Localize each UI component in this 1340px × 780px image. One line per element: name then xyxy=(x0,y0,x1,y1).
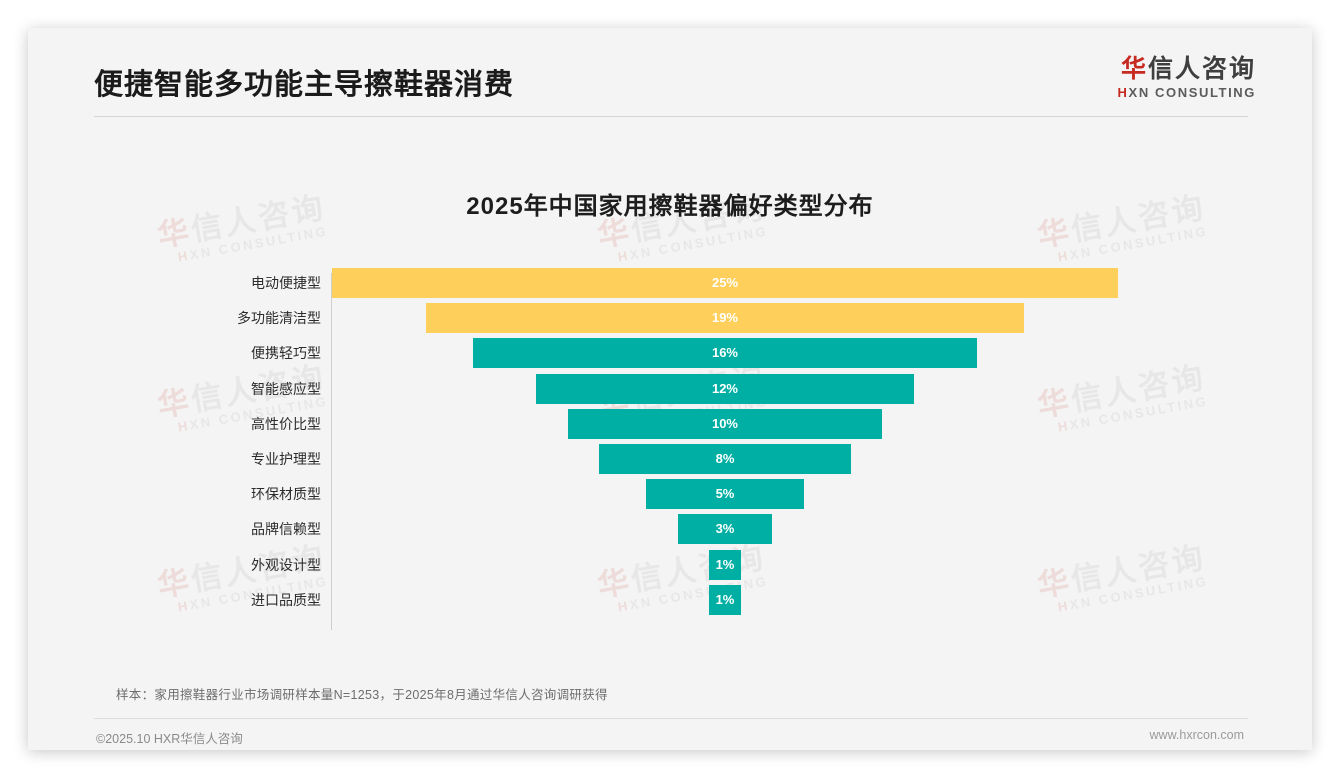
bar[interactable] xyxy=(677,514,773,545)
bar[interactable] xyxy=(709,584,741,615)
bar-row: 专业护理型 8% xyxy=(193,444,1193,474)
logo-en-rest: XN CONSULTING xyxy=(1128,85,1256,101)
bar-value-label: 1% xyxy=(715,556,735,572)
watermark-en-red: H xyxy=(1056,247,1072,265)
bar-value-label: 12% xyxy=(711,380,738,396)
footer-divider xyxy=(94,718,1248,719)
watermark-cn-red: 华 xyxy=(154,563,195,604)
slide-header: 便捷智能多功能主导擦鞋器消费 华信人咨询 HXN CONSULTING xyxy=(28,28,1312,103)
bar-category-label: 品牌信赖型 xyxy=(251,521,321,538)
bar-category-label: 电动便捷型 xyxy=(251,275,321,291)
bar-row: 智能感应型 12% xyxy=(193,373,1193,404)
website-url: www.hxrcon.com xyxy=(1149,728,1244,742)
page-title: 便捷智能多功能主导擦鞋器消费 xyxy=(94,69,515,101)
bar-row: 电动便捷型 25% xyxy=(193,268,1193,298)
source-note: 样本：家用擦鞋器行业市场调研样本量N=1253，于2025年8月通过华信人咨询调… xyxy=(116,688,608,702)
logo-cn-red: 华 xyxy=(1120,55,1148,83)
bar-row: 进口品质型 1% xyxy=(193,584,1193,615)
brand-logo: 华信人咨询 HXN CONSULTING xyxy=(1118,56,1256,100)
bar[interactable] xyxy=(426,303,1024,334)
watermark-en-rest: XN CONSULTING xyxy=(188,223,330,263)
watermark-en-rest: XN CONSULTING xyxy=(1068,223,1210,263)
bar[interactable] xyxy=(567,408,883,439)
bar[interactable] xyxy=(332,268,1118,298)
category-axis-line xyxy=(331,273,332,630)
bar-category-label: 便携轻巧型 xyxy=(251,345,321,362)
slide-canvas: 华信人咨询 HXN CONSULTING 华信人咨询 HXN CONSULTIN… xyxy=(28,28,1312,750)
bar-value-label: 8% xyxy=(715,451,735,466)
bar[interactable] xyxy=(473,338,977,369)
watermark-en-red: H xyxy=(616,247,632,265)
bar-category-label: 进口品质型 xyxy=(251,591,321,608)
bar-category-label: 环保材质型 xyxy=(251,486,321,503)
bar-row: 环保材质型 5% xyxy=(193,479,1193,510)
bar-value-label: 25% xyxy=(711,275,739,290)
bar-category-label: 多功能清洁型 xyxy=(237,310,321,327)
bar-value-label: 5% xyxy=(715,486,735,502)
bar-category-label: 高性价比型 xyxy=(251,415,321,432)
header-divider xyxy=(94,116,1248,117)
bar-row: 品牌信赖型 3% xyxy=(193,514,1193,545)
bar-row: 便携轻巧型 16% xyxy=(193,338,1193,369)
watermark-en-red: H xyxy=(176,247,192,265)
bar-category-label: 智能感应型 xyxy=(251,380,321,397)
watermark-en-rest: XN CONSULTING xyxy=(628,223,770,263)
bar-row: 多功能清洁型 19% xyxy=(193,303,1193,334)
funnel-bar-chart: 电动便捷型 25% 多功能清洁型 19% 便携轻巧型 16% 智能感应型 12% 高性价比型 10… xyxy=(193,268,1193,663)
chart-title: 2025年中国家用擦鞋器偏好类型分布 xyxy=(466,193,874,220)
bar-value-label: 3% xyxy=(715,521,735,537)
bar-value-label: 19% xyxy=(711,310,738,326)
bar-value-label: 16% xyxy=(711,345,738,361)
logo-cn-rest: 信人咨询 xyxy=(1147,55,1256,83)
watermark-cn-red: 华 xyxy=(154,383,195,424)
bar-row: 外观设计型 1% xyxy=(193,549,1193,580)
bar[interactable] xyxy=(536,373,914,404)
copyright-text: ©2025.10 HXR华信人咨询 xyxy=(96,732,243,746)
bar[interactable] xyxy=(599,444,851,474)
bar-value-label: 10% xyxy=(711,415,738,431)
watermark-en-red: H xyxy=(176,417,192,435)
bar-value-label: 1% xyxy=(715,591,735,607)
bar-row: 高性价比型 10% xyxy=(193,408,1193,439)
bar[interactable] xyxy=(709,549,741,580)
logo-en-red: H xyxy=(1117,85,1129,101)
bar-category-label: 专业护理型 xyxy=(251,451,321,467)
watermark-en-red: H xyxy=(176,597,192,615)
bar[interactable] xyxy=(646,479,804,510)
bar-category-label: 外观设计型 xyxy=(251,556,321,573)
